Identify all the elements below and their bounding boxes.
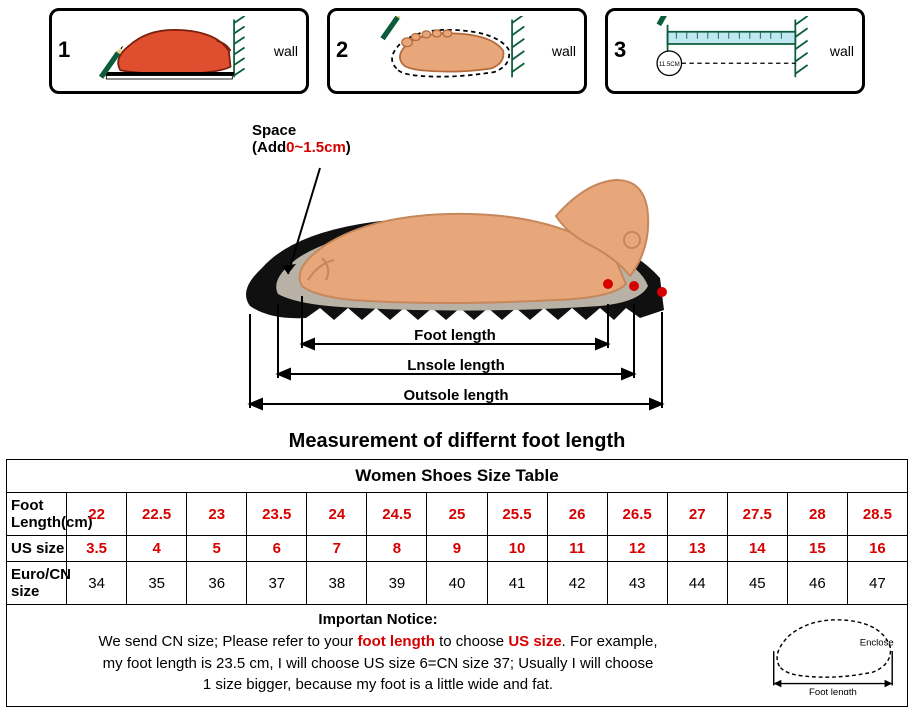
- step-2-wall-label: wall: [552, 43, 576, 59]
- step-1-diagram: [74, 16, 272, 86]
- step-3-diagram: 11.5CM: [630, 16, 828, 86]
- notice-title-b: Notice:: [387, 611, 438, 628]
- row-us-size: US size 3.5 4 5 6 7 8 9 10 11 12 13 14 1…: [7, 536, 908, 562]
- foot-diagram-svg: Foot length Lnsole length Outsole length: [0, 108, 914, 428]
- step-1-wall-label: wall: [274, 43, 298, 59]
- enclose-diagram: Enclose Foot length: [757, 609, 907, 702]
- step-2: 2: [327, 8, 587, 94]
- row-foot-length: Foot Length(cm) 22 22.5 23 23.5 24 24.5 …: [7, 493, 908, 536]
- insole-length-label: Lnsole length: [407, 357, 505, 374]
- measurement-steps: 1 wal: [0, 0, 914, 98]
- foot-diagram: Space (Add0~1.5cm) Foot le: [0, 108, 914, 428]
- table-title: Women Shoes Size Table: [7, 460, 908, 493]
- measurement-title: Measurement of differnt foot length: [0, 430, 914, 453]
- step-1: 1 wal: [49, 8, 309, 94]
- space-label: Space (Add0~1.5cm): [252, 122, 351, 156]
- size-table: Women Shoes Size Table Foot Length(cm) 2…: [6, 459, 908, 707]
- step-1-number: 1: [58, 37, 70, 63]
- step-2-diagram: [352, 16, 550, 86]
- step-3-number: 3: [614, 37, 626, 63]
- row-euro-cn: Euro/CN size 34 35 36 37 38 39 40 41 42 …: [7, 562, 908, 605]
- enclose-foot-length: Foot length: [809, 687, 857, 695]
- foot-length-label: Foot length: [414, 327, 496, 344]
- enclose-text: Enclose: [860, 637, 894, 648]
- notice-title-a: Importan: [318, 611, 382, 628]
- step-3-wall-label: wall: [830, 43, 854, 59]
- ruler-label: 11.5CM: [659, 61, 680, 68]
- outsole-length-label: Outsole length: [404, 387, 509, 404]
- step-3: 3: [605, 8, 865, 94]
- step-2-number: 2: [336, 37, 348, 63]
- notice-row: Importan Notice: We send CN size; Please…: [7, 605, 908, 707]
